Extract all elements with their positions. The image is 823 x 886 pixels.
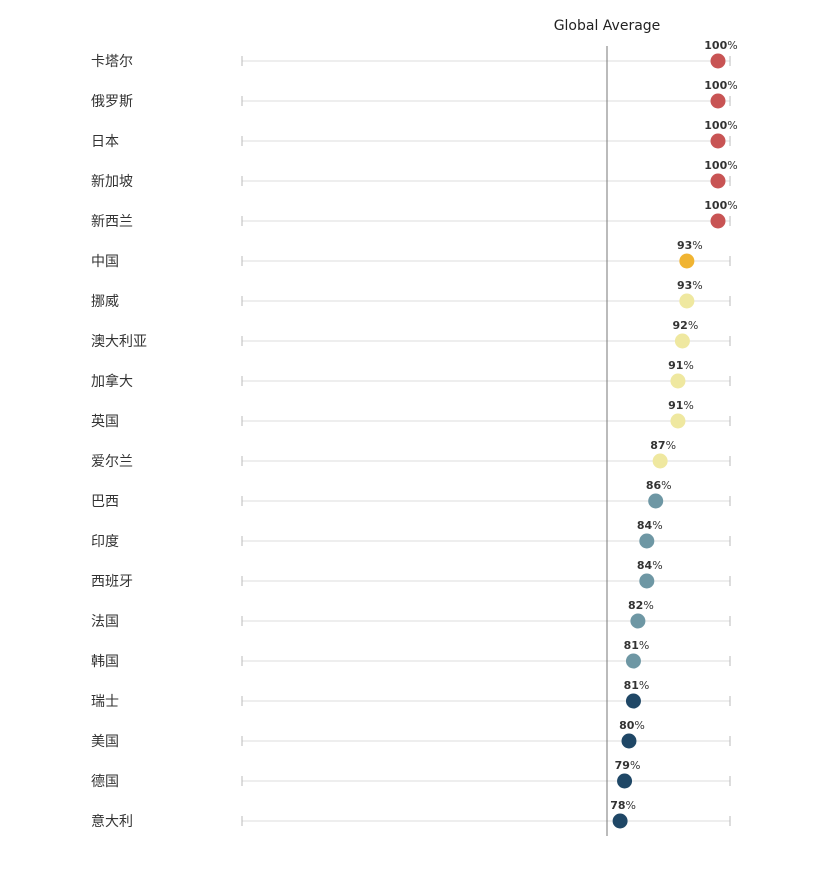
data-dot bbox=[679, 293, 695, 309]
data-dot bbox=[617, 773, 633, 789]
data-dot bbox=[710, 213, 726, 229]
country-label: 德国 bbox=[91, 774, 119, 790]
data-dot bbox=[679, 253, 695, 269]
value-label: 81% bbox=[624, 679, 650, 692]
data-dot bbox=[639, 533, 655, 549]
value-label: 79% bbox=[615, 759, 641, 772]
data-dot bbox=[674, 333, 690, 349]
country-label: 新加坡 bbox=[91, 174, 133, 190]
value-label: 93% bbox=[677, 279, 703, 292]
value-label: 84% bbox=[637, 559, 663, 572]
country-label: 挪威 bbox=[91, 294, 119, 310]
value-label: 100% bbox=[704, 119, 737, 132]
chart-dots: 100% 100% 100% 100% 100% 93% 93% 92% 91% 91% 87% 86… bbox=[610, 39, 738, 829]
country-label: 巴西 bbox=[91, 494, 119, 510]
value-label: 100% bbox=[704, 159, 737, 172]
value-label: 80% bbox=[619, 719, 645, 732]
country-label: 英国 bbox=[91, 413, 119, 430]
country-label: 西班牙 bbox=[91, 574, 133, 590]
value-label: 81% bbox=[624, 639, 650, 652]
value-label: 91% bbox=[668, 399, 694, 412]
data-dot bbox=[710, 53, 726, 69]
country-label: 爱尔兰 bbox=[91, 454, 133, 470]
data-dot bbox=[710, 173, 726, 189]
country-label: 卡塔尔 bbox=[91, 54, 133, 70]
country-label: 日本 bbox=[91, 134, 119, 150]
value-label: 78% bbox=[610, 799, 636, 812]
country-label: 澳大利亚 bbox=[91, 334, 147, 350]
country-label: 新西兰 bbox=[91, 214, 133, 230]
value-label: 100% bbox=[704, 39, 737, 52]
country-label: 意大利 bbox=[91, 813, 133, 830]
chart-rows: 卡塔尔俄罗斯日本新加坡新西兰中国挪威澳大利亚加拿大英国爱尔兰巴西印度西班牙法国韩… bbox=[91, 54, 731, 830]
data-dot bbox=[625, 693, 641, 709]
country-label: 瑞士 bbox=[91, 694, 119, 710]
country-label: 法国 bbox=[91, 614, 119, 630]
data-dot bbox=[621, 733, 637, 749]
data-dot bbox=[652, 453, 668, 469]
data-dot bbox=[625, 653, 641, 669]
country-label: 印度 bbox=[91, 534, 119, 550]
data-dot bbox=[639, 573, 655, 589]
data-dot bbox=[710, 133, 726, 149]
country-label: 美国 bbox=[91, 734, 119, 750]
country-label: 韩国 bbox=[91, 654, 119, 670]
value-label: 100% bbox=[704, 79, 737, 92]
country-label: 中国 bbox=[91, 254, 119, 270]
global-average-label: Global Average bbox=[554, 18, 661, 34]
data-dot bbox=[630, 613, 646, 629]
value-label: 84% bbox=[637, 519, 663, 532]
data-dot bbox=[710, 93, 726, 109]
value-label: 82% bbox=[628, 599, 654, 612]
value-label: 92% bbox=[673, 319, 699, 332]
data-dot bbox=[670, 373, 686, 389]
data-dot bbox=[648, 493, 664, 509]
value-label: 91% bbox=[668, 359, 694, 372]
value-label: 100% bbox=[704, 199, 737, 212]
data-dot bbox=[670, 413, 686, 429]
data-dot bbox=[612, 813, 628, 829]
value-label: 93% bbox=[677, 239, 703, 252]
value-label: 87% bbox=[650, 439, 676, 452]
value-label: 86% bbox=[646, 479, 672, 492]
country-label: 加拿大 bbox=[91, 373, 133, 390]
country-label: 俄罗斯 bbox=[91, 94, 133, 110]
